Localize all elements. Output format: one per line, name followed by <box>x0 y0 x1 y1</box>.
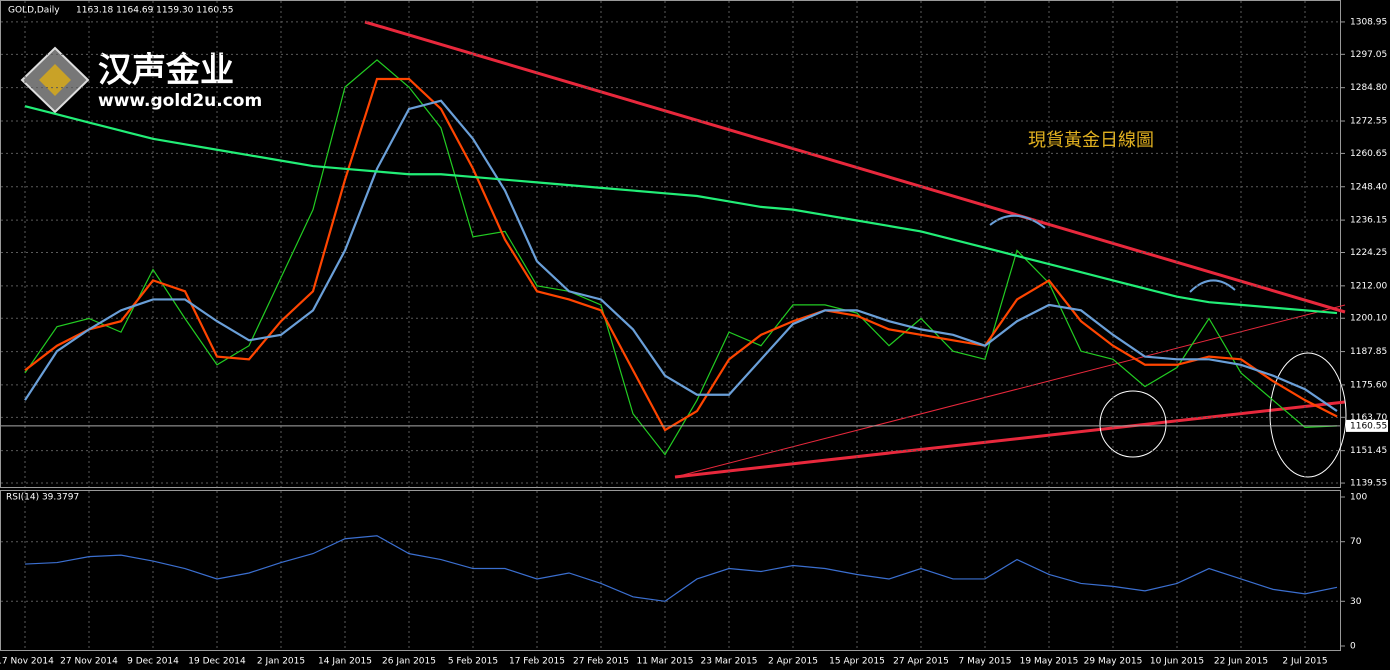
series-line <box>24 105 1338 315</box>
y-tick-label: 1224.25 <box>1350 248 1387 258</box>
y-tick-label: 100 <box>1350 493 1367 503</box>
x-tick-label: 11 Mar 2015 <box>636 657 693 667</box>
x-tick-label: 29 May 2015 <box>1084 657 1143 667</box>
x-tick-label: 19 Dec 2014 <box>188 657 246 667</box>
rsi-frame <box>0 490 1341 651</box>
x-tick-label: 17 Feb 2015 <box>509 657 565 667</box>
symbol: GOLD,Daily <box>8 6 60 16</box>
y-tick-label: 70 <box>1350 537 1362 547</box>
logo-url: www.gold2u.com <box>98 91 262 111</box>
series-line <box>24 535 1338 602</box>
trend-line <box>674 400 1346 479</box>
last-price-label: 1160.55 <box>1350 421 1387 431</box>
x-tick-label: 17 Nov 2014 <box>0 657 54 667</box>
x-tick-label: 15 Apr 2015 <box>829 657 885 667</box>
y-tick-label: 1308.95 <box>1350 17 1387 27</box>
annotation: 現貨黃金日線圖 <box>1028 130 1154 151</box>
y-tick-label: 1272.55 <box>1350 117 1387 127</box>
last-price-box <box>1346 419 1388 432</box>
y-tick-label: 1139.55 <box>1350 479 1387 489</box>
y-tick-label: 1151.45 <box>1350 446 1387 456</box>
trend-line <box>674 304 1346 478</box>
x-tick-label: 7 May 2015 <box>959 657 1012 667</box>
x-tick-label: 9 Dec 2014 <box>127 657 179 667</box>
price-frame <box>0 0 1341 488</box>
trend-line <box>364 20 1346 314</box>
y-tick-label: 1236.15 <box>1350 216 1387 226</box>
x-tick-label: 5 Feb 2015 <box>448 657 498 667</box>
panel-title: RSI(14) 39.3797 <box>6 493 79 503</box>
highlight-circle <box>1269 352 1347 478</box>
x-tick-label: 23 Mar 2015 <box>700 657 757 667</box>
x-tick-label: 27 Nov 2014 <box>60 657 118 667</box>
x-tick-label: 2 Jan 2015 <box>257 657 305 667</box>
y-tick-label: 1212.00 <box>1350 281 1387 291</box>
highlight-circle <box>1099 390 1167 458</box>
x-tick-label: 2 Apr 2015 <box>768 657 818 667</box>
ohlc: 1163.18 1164.69 1159.30 1160.55 <box>76 6 233 16</box>
y-tick-label: 1200.10 <box>1350 314 1387 324</box>
x-tick-label: 27 Feb 2015 <box>573 657 629 667</box>
x-tick-label: 19 May 2015 <box>1020 657 1079 667</box>
x-tick-label: 22 Jun 2015 <box>1214 657 1268 667</box>
y-tick-label: 0 <box>1350 642 1356 652</box>
y-tick-label: 1175.60 <box>1350 380 1387 390</box>
logo-name: 汉声金业 <box>98 51 234 91</box>
x-tick-label: 10 Jun 2015 <box>1150 657 1204 667</box>
y-tick-label: 1284.80 <box>1350 83 1387 93</box>
logo: 汉声金业 www.gold2u.com <box>20 46 262 114</box>
y-tick-label: 1260.65 <box>1350 149 1387 159</box>
series-line <box>24 59 1338 456</box>
series-line <box>24 99 1338 412</box>
y-tick-label: 1163.70 <box>1350 413 1387 423</box>
y-tick-label: 30 <box>1350 597 1362 607</box>
trend-lines <box>364 20 1347 479</box>
arc <box>989 214 1046 229</box>
y-tick-label: 1297.05 <box>1350 50 1387 60</box>
arc <box>1189 279 1236 293</box>
x-tick-label: 26 Jan 2015 <box>382 657 436 667</box>
y-tick-label: 1248.40 <box>1350 182 1387 192</box>
series-line <box>24 77 1338 432</box>
x-tick-label: 2 Jul 2015 <box>1282 657 1327 667</box>
x-tick-label: 27 Apr 2015 <box>893 657 949 667</box>
y-tick-label: 1187.85 <box>1350 347 1387 357</box>
x-tick-label: 14 Jan 2015 <box>318 657 372 667</box>
